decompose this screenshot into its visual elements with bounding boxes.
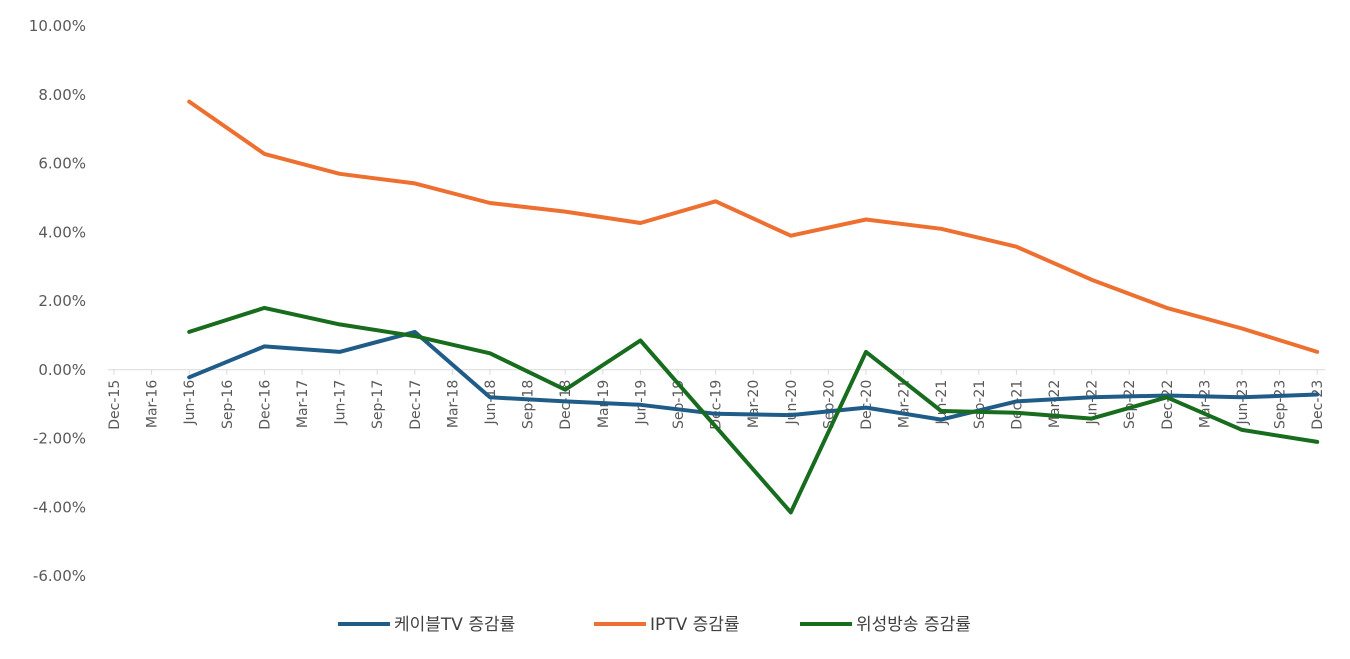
x-tick-label: Dec-18	[558, 380, 574, 430]
legend-label: 위성방송 증감률	[856, 615, 971, 635]
y-axis: 10.00% 8.00% 6.00% 4.00% 2.00% 0.00% -2.00% -4.…	[29, 17, 86, 585]
y-tick-label: -2.00%	[33, 430, 86, 448]
x-tick-label: Dec-20	[859, 380, 875, 430]
x-tick-label: Jun-16	[182, 380, 198, 426]
legend-label: 케이블TV 증감률	[394, 615, 515, 635]
x-tick-label: Sep-21	[972, 380, 988, 429]
y-tick-label: 10.00%	[29, 17, 86, 35]
x-tick-label: Dec-16	[257, 380, 273, 430]
x-tick-label: Jun-23	[1235, 380, 1251, 426]
x-tick-label: Sep-20	[821, 380, 837, 429]
x-tick-label: Mar-23	[1197, 380, 1213, 428]
y-tick-label: 4.00%	[38, 223, 86, 241]
x-tick-label: Jun-17	[333, 380, 349, 426]
series-line-3	[187, 305, 1320, 515]
series-lines	[187, 99, 1320, 515]
x-tick-label: Mar-17	[295, 380, 311, 428]
x-axis: Dec-15 Mar-16 Jun-16 Sep-16 Dec-16 Mar-17 Jun-…	[107, 369, 1326, 430]
y-tick-label: 6.00%	[38, 155, 86, 173]
x-tick-label: Dec-22	[1160, 380, 1176, 430]
x-tick-label: Dec-19	[709, 380, 725, 430]
x-tick-label: Jun-21	[934, 380, 950, 426]
x-tick-label: Dec-23	[1310, 380, 1326, 430]
y-tick-label: -6.00%	[33, 567, 86, 585]
legend-label: IPTV 증감률	[650, 615, 740, 635]
y-tick-label: 8.00%	[38, 86, 86, 104]
x-tick-label: Jun-19	[633, 380, 649, 426]
series-line-1	[187, 329, 1320, 422]
x-tick-label: Dec-17	[408, 380, 424, 430]
x-tick-label: Mar-20	[746, 380, 762, 428]
y-tick-label: 2.00%	[38, 292, 86, 310]
x-tick-label: Jun-18	[483, 380, 499, 426]
x-tick-label: Sep-23	[1273, 380, 1289, 429]
x-tick-label: Jun-20	[784, 380, 800, 426]
series-line-2	[187, 99, 1320, 354]
y-tick-label: 0.00%	[38, 361, 86, 379]
x-tick-label: Sep-18	[521, 380, 537, 429]
x-tick-label: Mar-18	[445, 380, 461, 428]
x-tick-label: Dec-21	[1009, 380, 1025, 430]
y-tick-label: -4.00%	[33, 498, 86, 516]
x-tick-label: Mar-16	[145, 380, 161, 428]
legend: 케이블TV 증감률 IPTV 증감률 위성방송 증감률	[338, 615, 971, 635]
x-tick-label: Sep-22	[1122, 380, 1138, 429]
x-tick-label: Sep-16	[220, 380, 236, 429]
x-tick-label: Jun-22	[1085, 380, 1101, 426]
x-tick-label: Sep-17	[370, 380, 386, 429]
x-tick-label: Dec-15	[107, 380, 123, 430]
x-tick-label: Mar-22	[1047, 380, 1063, 428]
